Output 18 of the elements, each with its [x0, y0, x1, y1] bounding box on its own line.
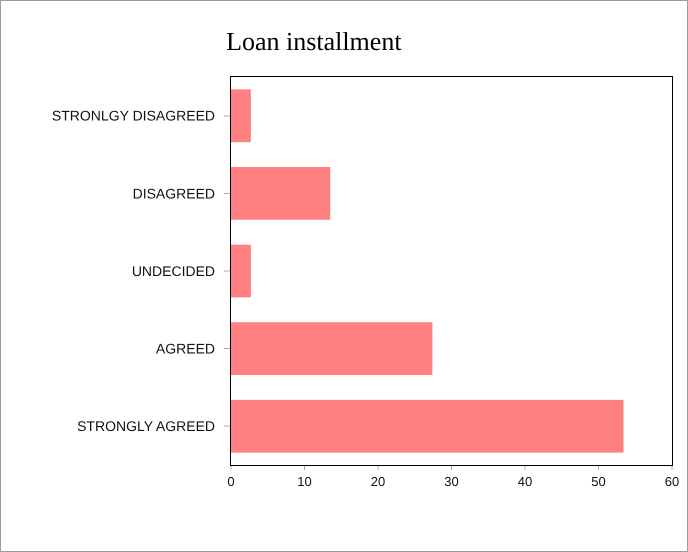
y-tick-label: STRONGLY AGREED — [77, 418, 216, 434]
x-tick-label: 20 — [370, 474, 386, 489]
y-tick-label: STRONLGY DISAGREED — [52, 108, 216, 124]
x-tick-label: 40 — [518, 474, 532, 489]
chart-title: Loan installment — [226, 27, 402, 56]
bar — [231, 400, 624, 453]
bar — [231, 244, 251, 298]
y-tick-label: AGREED — [156, 340, 216, 356]
y-tick-label: UNDECIDED — [132, 262, 216, 279]
x-tick-label: 60 — [664, 474, 680, 489]
x-tick-label: 0 — [227, 474, 235, 489]
bar — [231, 89, 251, 142]
bar — [231, 322, 432, 375]
x-tick-label: 10 — [297, 474, 312, 489]
x-tick-label: 50 — [591, 474, 606, 489]
y-tick-label: DISAGREED — [132, 185, 216, 202]
x-tick-label: 30 — [444, 474, 459, 489]
bar — [231, 167, 330, 220]
